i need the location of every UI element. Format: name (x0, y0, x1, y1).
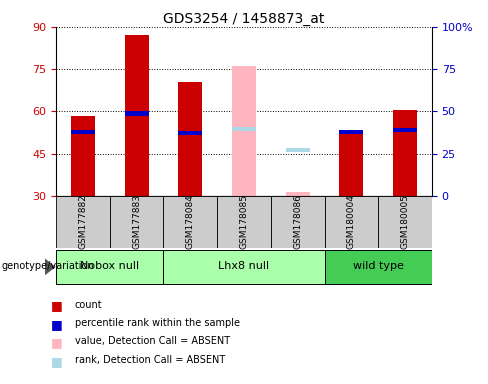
Bar (163, 250, 325, 284)
Text: GDS3254 / 1458873_at: GDS3254 / 1458873_at (163, 12, 325, 25)
Bar (325, 196, 378, 248)
Bar (124, 35, 149, 196)
Text: ■: ■ (51, 300, 63, 313)
Bar (285, 148, 310, 152)
Text: Nobox null: Nobox null (80, 261, 140, 271)
Text: percentile rank within the sample: percentile rank within the sample (75, 318, 240, 328)
Bar (339, 130, 364, 134)
Text: GSM180005: GSM180005 (401, 194, 409, 249)
Text: GSM177882: GSM177882 (79, 194, 87, 249)
Text: GSM177883: GSM177883 (132, 194, 141, 249)
Bar (378, 196, 432, 248)
Polygon shape (45, 258, 56, 275)
Text: GSM178086: GSM178086 (293, 194, 302, 249)
Text: count: count (75, 300, 102, 310)
Text: Lhx8 null: Lhx8 null (219, 261, 269, 271)
Text: ■: ■ (51, 318, 63, 331)
Text: rank, Detection Call = ABSENT: rank, Detection Call = ABSENT (75, 355, 225, 365)
Bar (110, 196, 163, 248)
Bar (325, 250, 432, 284)
Bar (393, 128, 417, 132)
Bar (271, 196, 325, 248)
Bar (232, 66, 256, 196)
Bar (178, 82, 203, 196)
Bar (56, 250, 163, 284)
Bar (339, 134, 364, 196)
Bar (217, 196, 271, 248)
Bar (393, 110, 417, 196)
Text: ■: ■ (51, 355, 63, 368)
Bar (56, 196, 110, 248)
Text: GSM180004: GSM180004 (347, 194, 356, 249)
Text: GSM178085: GSM178085 (240, 194, 248, 249)
Bar (285, 192, 310, 196)
Text: GSM178084: GSM178084 (186, 194, 195, 249)
Bar (71, 116, 95, 196)
Text: ■: ■ (51, 336, 63, 349)
Bar (71, 130, 95, 134)
Bar (124, 111, 149, 116)
Text: value, Detection Call = ABSENT: value, Detection Call = ABSENT (75, 336, 230, 346)
Text: wild type: wild type (353, 261, 404, 271)
Bar (178, 131, 203, 135)
Bar (232, 127, 256, 131)
Bar (163, 196, 217, 248)
Text: genotype/variation: genotype/variation (1, 261, 94, 271)
